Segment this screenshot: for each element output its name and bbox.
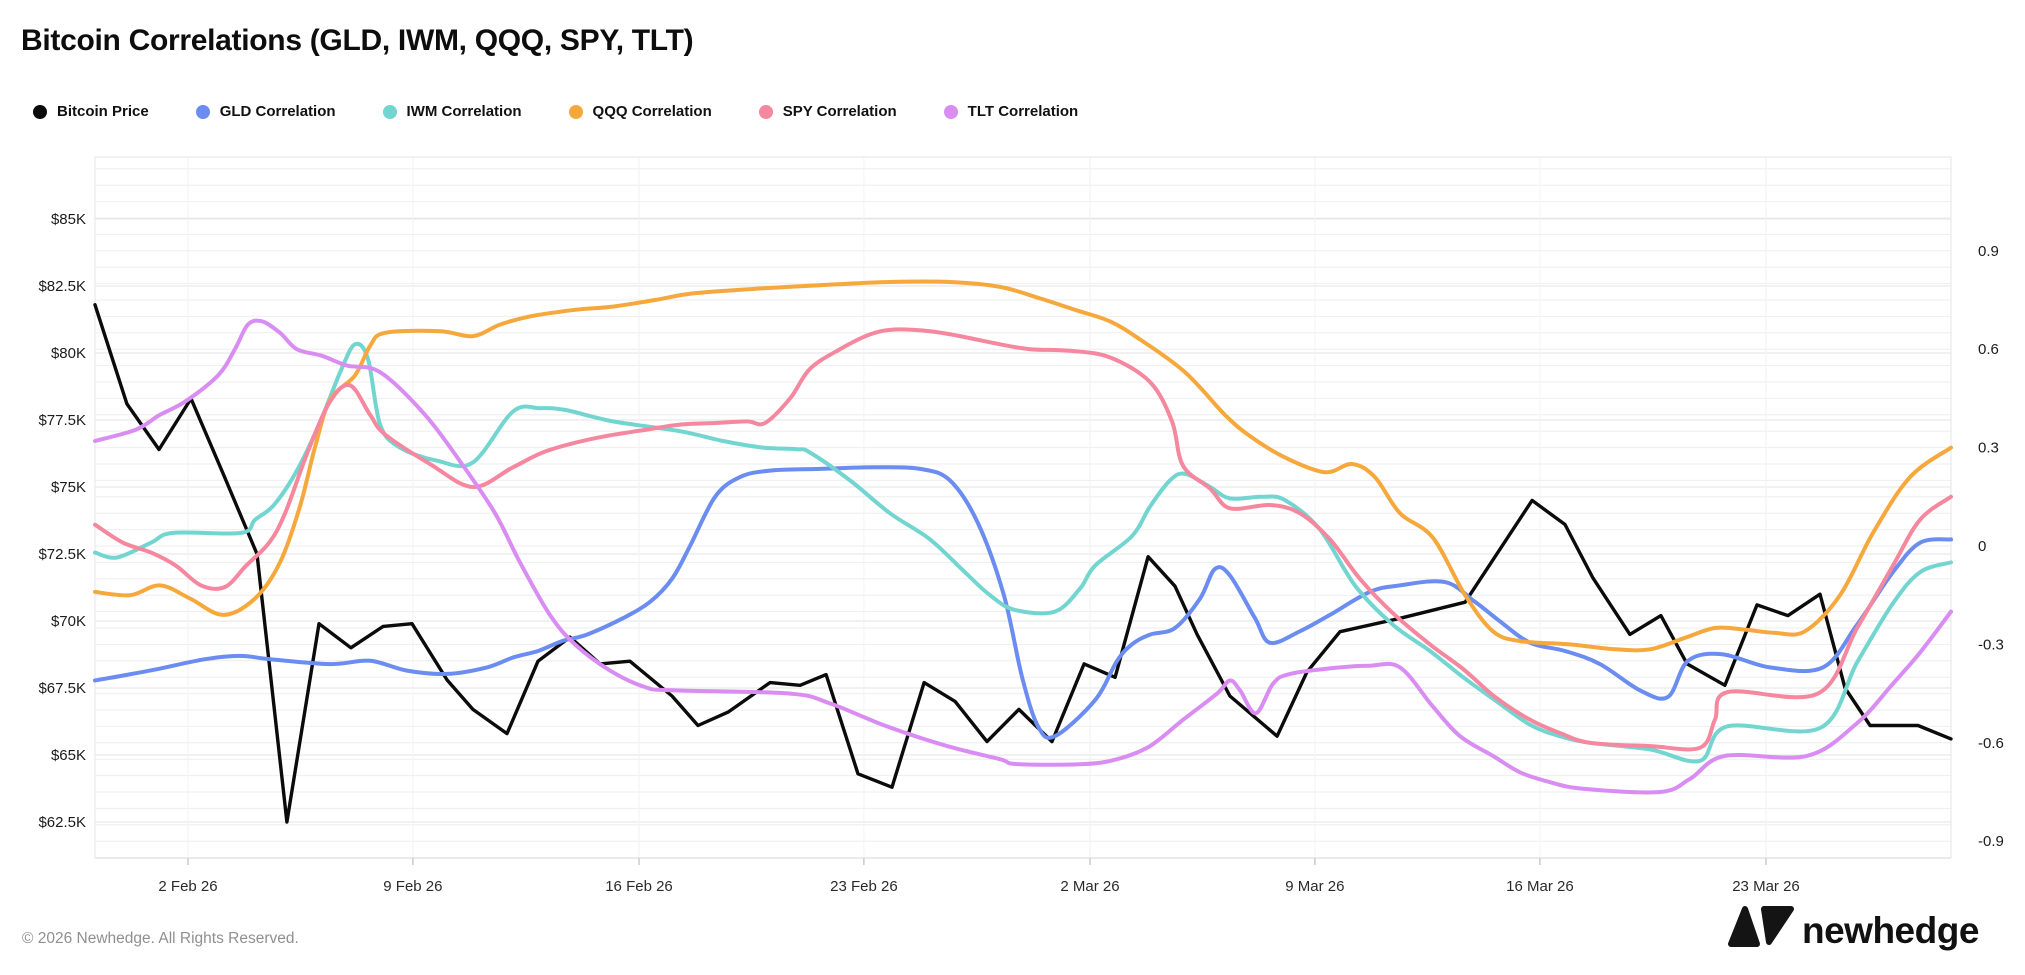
y-axis-left-label: $62.5K <box>38 814 86 831</box>
legend-dot-icon <box>33 104 47 119</box>
page-title: Bitcoin Correlations (GLD, IWM, QQQ, SPY… <box>21 24 694 57</box>
y-axis-left-label: $70K <box>51 613 86 630</box>
legend-dot-icon <box>195 104 210 119</box>
x-axis-label: 16 Feb 26 <box>605 878 673 895</box>
y-axis-right-label: 0.6 <box>1978 341 1999 358</box>
legend-item-spy-correlation[interactable]: SPY Correlation <box>758 103 897 120</box>
y-axis-right-label: 0 <box>1978 538 1986 555</box>
legend-dot-icon <box>382 104 397 119</box>
legend-label: IWM Correlation <box>406 103 522 120</box>
series-line-gld-correlation <box>93 465 1953 740</box>
y-axis-left-label: $82.5K <box>38 278 86 295</box>
y-axis-right-label: 0.3 <box>1978 440 1999 457</box>
legend-label: Bitcoin Price <box>57 103 149 120</box>
y-axis-right-label: -0.9 <box>1978 833 2004 850</box>
y-axis-left-label: $80K <box>51 345 86 362</box>
logo-fin-up-icon <box>1728 906 1760 947</box>
logo-wordmark: newhedge <box>1802 910 1979 951</box>
y-axis-left-label: $77.5K <box>38 412 86 429</box>
copyright-text: © 2026 Newhedge. All Rights Reserved. <box>22 930 299 947</box>
x-axis-label: 9 Feb 26 <box>383 878 442 895</box>
x-axis-label: 23 Feb 26 <box>830 878 898 895</box>
legend-label: TLT Correlation <box>967 103 1079 120</box>
x-axis-label: 23 Mar 26 <box>1732 878 1800 895</box>
y-axis-left-label: $85K <box>51 211 86 228</box>
legend-item-tlt-correlation[interactable]: TLT Correlation <box>943 103 1079 120</box>
legend-label: SPY Correlation <box>782 103 897 120</box>
chart-legend: Bitcoin Price GLD Correlation IWM Correlat… <box>33 103 1078 120</box>
y-axis-right-label: -0.3 <box>1978 636 2004 653</box>
legend-item-gld-correlation[interactable]: GLD Correlation <box>195 103 336 120</box>
legend-label: GLD Correlation <box>219 103 336 120</box>
y-axis-left-label: $75K <box>51 479 86 496</box>
y-axis-right-label: 0.9 <box>1978 243 1999 260</box>
legend-dot-icon <box>758 104 773 119</box>
x-axis-label: 2 Feb 26 <box>158 878 217 895</box>
legend-label: QQQ Correlation <box>592 103 712 120</box>
legend-item-bitcoin-price[interactable]: Bitcoin Price <box>33 103 149 120</box>
series-line-spy-correlation <box>93 327 1953 752</box>
series-line-tlt-correlation <box>93 318 1953 795</box>
y-axis-left-label: $65K <box>51 747 86 764</box>
legend-dot-icon <box>943 104 958 119</box>
logo-fin-down-icon <box>1761 906 1794 945</box>
y-axis-left-label: $67.5K <box>38 680 86 697</box>
x-axis-label: 16 Mar 26 <box>1506 878 1574 895</box>
series-line-iwm-correlation <box>93 341 1953 764</box>
legend-item-qqq-correlation[interactable]: QQQ Correlation <box>568 103 712 120</box>
series-line-bitcoin-price <box>93 303 1953 824</box>
y-axis-right-label: -0.6 <box>1978 735 2004 752</box>
x-axis-label: 9 Mar 26 <box>1285 878 1344 895</box>
legend-dot-icon <box>568 104 583 119</box>
newhedge-logo[interactable]: newhedge <box>1718 900 2018 955</box>
x-axis-label: 2 Mar 26 <box>1060 878 1119 895</box>
y-axis-left-label: $72.5K <box>38 546 86 563</box>
legend-item-iwm-correlation[interactable]: IWM Correlation <box>382 103 522 120</box>
